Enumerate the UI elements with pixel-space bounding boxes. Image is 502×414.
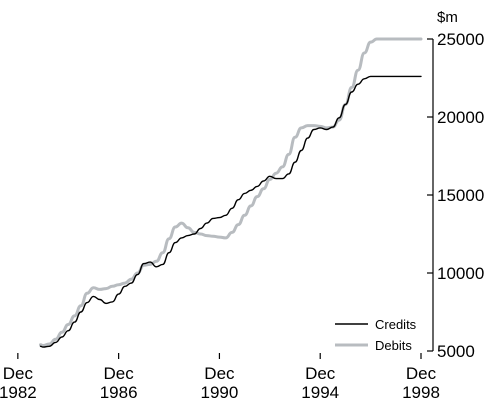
x-tick-label-month: Dec bbox=[3, 364, 34, 383]
x-tick-label-month: Dec bbox=[406, 364, 437, 383]
x-tick-label-year: 1982 bbox=[0, 383, 37, 402]
x-tick-label-month: Dec bbox=[104, 364, 135, 383]
x-tick-label-year: 1994 bbox=[301, 383, 339, 402]
legend: Credits Debits bbox=[335, 317, 417, 353]
y-tick-label: 10000 bbox=[437, 264, 484, 283]
x-tick-label-year: 1998 bbox=[402, 383, 440, 402]
x-tick-label-year: 1986 bbox=[100, 383, 138, 402]
y-tick-label: 20000 bbox=[437, 108, 484, 127]
series-layer bbox=[39, 37, 423, 348]
y-axis-unit-label: $m bbox=[437, 9, 458, 26]
legend-label: Credits bbox=[375, 317, 417, 332]
y-axis-ticks: 5000 10000 15000 20000 25000 bbox=[427, 30, 484, 361]
series-line-debits bbox=[39, 37, 423, 347]
legend-label: Debits bbox=[375, 338, 412, 353]
x-tick-label-year: 1990 bbox=[201, 383, 239, 402]
y-tick-label: 5000 bbox=[437, 342, 475, 361]
y-tick-label: 25000 bbox=[437, 30, 484, 49]
series-line-credits bbox=[39, 75, 422, 348]
x-tick-label-month: Dec bbox=[204, 364, 235, 383]
y-tick-label: 15000 bbox=[437, 186, 484, 205]
x-tick-label-month: Dec bbox=[305, 364, 336, 383]
